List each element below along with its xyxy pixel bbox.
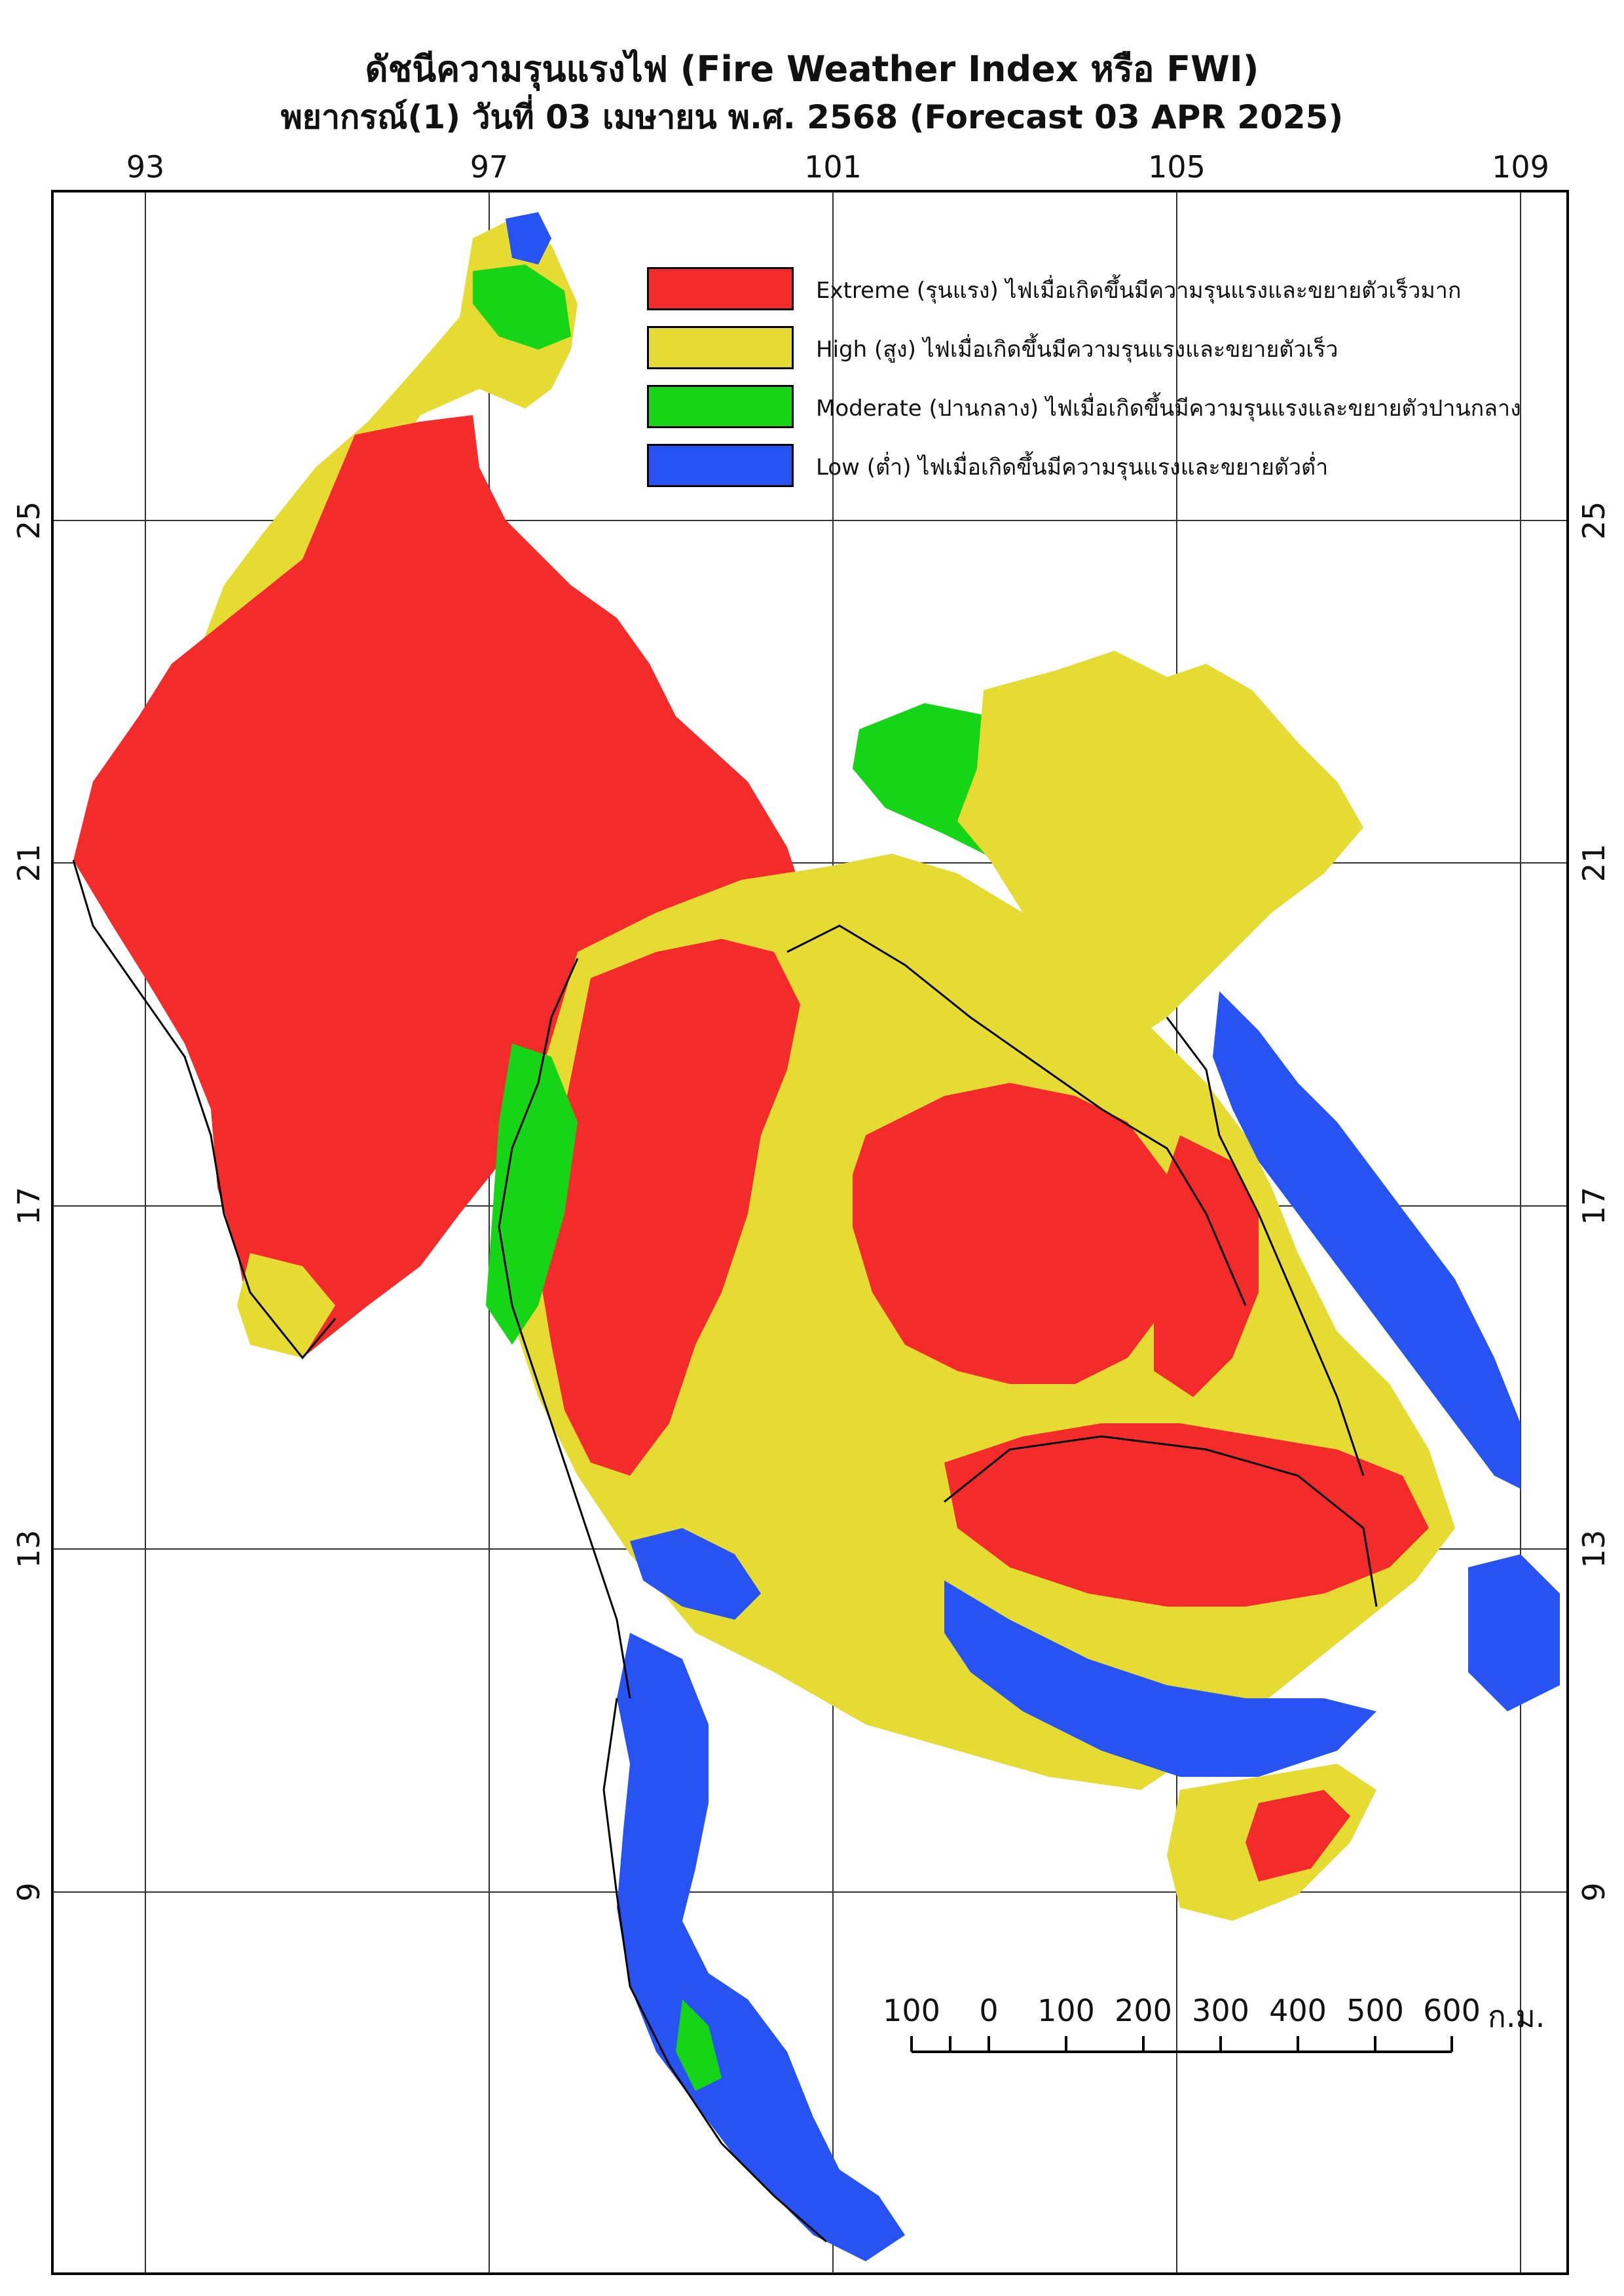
coastline-west bbox=[72, 860, 337, 1360]
scale-label-100-left: 100 bbox=[883, 1993, 940, 2028]
lat-tick-left-13: 13 bbox=[11, 1529, 46, 1569]
fwi-map bbox=[54, 192, 1566, 2272]
legend-swatch-low bbox=[647, 444, 794, 487]
region-moderate-north-tip bbox=[473, 264, 571, 350]
region-extreme-mekong-delta bbox=[1246, 1790, 1350, 1882]
lon-tick-top-105: 105 bbox=[1148, 149, 1206, 185]
legend-label-high: High (สูง) ไฟเมื่อเกิดขึ้นมีความรุนแรงแล… bbox=[816, 337, 1338, 363]
region-extreme-isan bbox=[853, 1083, 1180, 1384]
border-vietnam-laos bbox=[1166, 1017, 1365, 1476]
region-low-gulf-coast bbox=[944, 1580, 1376, 1777]
region-low-vietnam-south bbox=[1468, 1554, 1560, 1711]
scale-label-200: 200 bbox=[1115, 1993, 1172, 2028]
lon-tick-top-101: 101 bbox=[804, 149, 862, 185]
coastline-andaman bbox=[602, 1698, 827, 2243]
legend-label-extreme: Extreme (รุนแรง) ไฟเมื่อเกิดขึ้นมีความรุ… bbox=[816, 278, 1462, 304]
legend-item-extreme: Extreme (รุนแรง) ไฟเมื่อเกิดขึ้นมีความรุ… bbox=[647, 267, 1564, 313]
scale-label-600: 600 bbox=[1423, 1993, 1481, 2028]
legend-item-high: High (สูง) ไฟเมื่อเกิดขึ้นมีความรุนแรงแล… bbox=[647, 326, 1564, 372]
border-myanmar-thailand bbox=[498, 958, 631, 1699]
scale-label-300: 300 bbox=[1192, 1993, 1249, 2028]
lat-tick-left-9: 9 bbox=[11, 1882, 46, 1902]
region-low-north-tip bbox=[506, 212, 551, 264]
legend-swatch-extreme bbox=[647, 267, 794, 310]
lat-tick-left-21: 21 bbox=[11, 843, 46, 883]
lat-tick-right-25: 25 bbox=[1576, 501, 1612, 540]
lat-tick-right-9: 9 bbox=[1576, 1882, 1612, 1902]
region-low-peninsula bbox=[617, 1633, 905, 2261]
lon-tick-top-97: 97 bbox=[470, 149, 509, 185]
region-extreme-central-laos bbox=[1154, 1135, 1259, 1397]
border-cambodia bbox=[944, 1435, 1378, 1607]
scale-bar bbox=[910, 2036, 1453, 2053]
map-title: ดัชนีความรุนแรงไฟ (Fire Weather Index หร… bbox=[365, 48, 1259, 90]
legend-label-moderate: Moderate (ปานกลาง) ไฟเมื่อเกิดขึ้นมีความ… bbox=[816, 395, 1521, 422]
scale-label-100: 100 bbox=[1037, 1993, 1095, 2028]
border-thailand-laos bbox=[786, 924, 1247, 1306]
lon-tick-top-109: 109 bbox=[1492, 149, 1549, 185]
legend-item-moderate: Moderate (ปานกลาง) ไฟเมื่อเกิดขึ้นมีความ… bbox=[647, 385, 1564, 431]
region-low-bangkok bbox=[630, 1528, 761, 1620]
lat-tick-right-21: 21 bbox=[1576, 843, 1612, 883]
legend-item-low: Low (ต่ำ) ไฟเมื่อเกิดขึ้นมีความรุนแรงและ… bbox=[647, 444, 1564, 490]
region-low-vietnam-coast bbox=[1213, 991, 1521, 1489]
lon-tick-top-93: 93 bbox=[126, 149, 165, 185]
lat-tick-right-17: 17 bbox=[1576, 1186, 1612, 1226]
scale-label-500: 500 bbox=[1346, 1993, 1404, 2028]
region-extreme-central-thailand bbox=[538, 939, 800, 1476]
borders bbox=[72, 860, 1378, 2243]
scale-unit: ก.ม. bbox=[1488, 1999, 1545, 2034]
lat-tick-right-13: 13 bbox=[1576, 1529, 1612, 1569]
legend-swatch-moderate bbox=[647, 385, 794, 428]
region-high-myanmar-coast bbox=[237, 1253, 335, 1358]
region-moderate-west-thailand bbox=[486, 1044, 578, 1345]
region-moderate-peninsula bbox=[676, 1999, 722, 2091]
lat-tick-left-17: 17 bbox=[11, 1186, 46, 1226]
scale-label-0: 0 bbox=[979, 1993, 999, 2028]
lat-tick-left-25: 25 bbox=[11, 501, 46, 540]
scale-label-400: 400 bbox=[1269, 1993, 1327, 2028]
map-subtitle: พยากรณ์(1) วันที่ 03 เมษายน พ.ศ. 2568 (F… bbox=[280, 98, 1344, 136]
legend-swatch-high bbox=[647, 326, 794, 369]
region-extreme-myanmar bbox=[73, 415, 807, 1358]
fwi-regions bbox=[73, 212, 1560, 2261]
region-extreme-cambodia bbox=[944, 1423, 1429, 1607]
map-frame: 100 0 100 200 300 400 500 600 ก.ม. bbox=[51, 190, 1569, 2275]
legend-label-low: Low (ต่ำ) ไฟเมื่อเกิดขึ้นมีความรุนแรงและ… bbox=[816, 454, 1329, 481]
